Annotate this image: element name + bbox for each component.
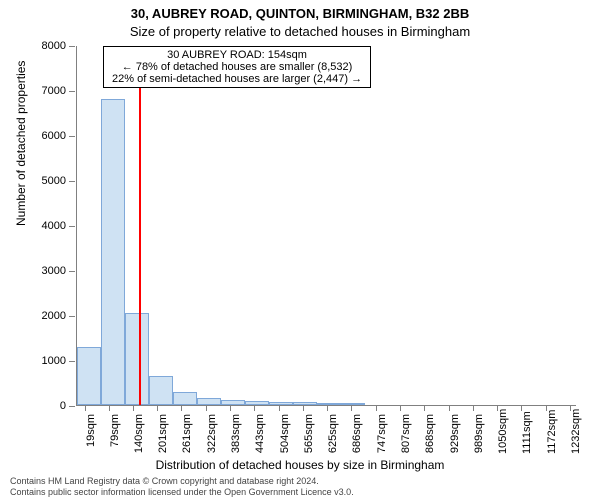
x-tick-label: 1232sqm bbox=[570, 414, 582, 454]
histogram-bar bbox=[293, 402, 317, 405]
y-tick bbox=[69, 361, 75, 362]
histogram-bar bbox=[245, 401, 269, 405]
x-tick bbox=[400, 405, 401, 411]
annotation-line-3: 22% of semi-detached houses are larger (… bbox=[112, 73, 362, 85]
x-tick-label: 79sqm bbox=[109, 414, 121, 454]
histogram-bar bbox=[341, 403, 365, 405]
footer-line-1: Contains HM Land Registry data © Crown c… bbox=[10, 476, 354, 487]
histogram-bar bbox=[173, 392, 197, 406]
x-tick bbox=[181, 405, 182, 411]
x-tick-label: 989sqm bbox=[473, 414, 485, 454]
x-tick bbox=[521, 405, 522, 411]
annotation-box: 30 AUBREY ROAD: 154sqm ← 78% of detached… bbox=[103, 46, 371, 88]
y-tick bbox=[69, 181, 75, 182]
x-tick-label: 686sqm bbox=[351, 414, 363, 454]
x-tick bbox=[351, 405, 352, 411]
histogram-bar bbox=[317, 403, 341, 405]
x-tick-label: 261sqm bbox=[181, 414, 193, 454]
annotation-line-2: ← 78% of detached houses are smaller (8,… bbox=[112, 61, 362, 73]
x-tick-label: 322sqm bbox=[206, 414, 218, 454]
y-tick bbox=[69, 271, 75, 272]
x-tick bbox=[206, 405, 207, 411]
y-tick-label: 8000 bbox=[42, 40, 66, 52]
x-tick bbox=[473, 405, 474, 411]
histogram-bar bbox=[125, 313, 149, 405]
histogram-bar bbox=[221, 400, 245, 405]
y-tick bbox=[69, 316, 75, 317]
y-tick-label: 3000 bbox=[42, 265, 66, 277]
x-axis-label: Distribution of detached houses by size … bbox=[0, 458, 600, 472]
x-tick-label: 201sqm bbox=[157, 414, 169, 454]
footer-line-2: Contains public sector information licen… bbox=[10, 487, 354, 498]
annotation-line-1: 30 AUBREY ROAD: 154sqm bbox=[112, 49, 362, 61]
chart-title-address: 30, AUBREY ROAD, QUINTON, BIRMINGHAM, B3… bbox=[0, 6, 600, 21]
footer-attribution: Contains HM Land Registry data © Crown c… bbox=[10, 476, 354, 498]
x-tick-label: 140sqm bbox=[133, 414, 145, 454]
x-tick bbox=[279, 405, 280, 411]
y-tick bbox=[69, 406, 75, 407]
histogram-bar bbox=[101, 99, 125, 405]
x-tick-label: 868sqm bbox=[424, 414, 436, 454]
x-tick bbox=[449, 405, 450, 411]
histogram-bar bbox=[77, 347, 101, 406]
property-size-histogram: 30, AUBREY ROAD, QUINTON, BIRMINGHAM, B3… bbox=[0, 0, 600, 500]
x-tick-label: 1111sqm bbox=[521, 414, 533, 454]
reference-line bbox=[139, 46, 141, 405]
x-tick-label: 19sqm bbox=[85, 414, 97, 454]
x-tick bbox=[376, 405, 377, 411]
y-tick bbox=[69, 136, 75, 137]
y-tick-label: 7000 bbox=[42, 85, 66, 97]
histogram-bar bbox=[269, 402, 293, 405]
chart-title-subtitle: Size of property relative to detached ho… bbox=[0, 24, 600, 39]
x-tick bbox=[327, 405, 328, 411]
x-tick bbox=[424, 405, 425, 411]
x-tick bbox=[157, 405, 158, 411]
x-tick-label: 807sqm bbox=[400, 414, 412, 454]
y-tick-label: 4000 bbox=[42, 220, 66, 232]
x-tick-label: 1172sqm bbox=[546, 414, 558, 454]
y-tick-label: 5000 bbox=[42, 175, 66, 187]
y-tick bbox=[69, 46, 75, 47]
x-tick-label: 929sqm bbox=[449, 414, 461, 454]
x-tick-label: 1050sqm bbox=[497, 414, 509, 454]
x-tick bbox=[85, 405, 86, 411]
x-tick-label: 383sqm bbox=[230, 414, 242, 454]
x-tick-label: 504sqm bbox=[279, 414, 291, 454]
x-tick bbox=[303, 405, 304, 411]
y-tick-label: 2000 bbox=[42, 310, 66, 322]
y-tick-label: 0 bbox=[60, 400, 66, 412]
x-tick-label: 625sqm bbox=[327, 414, 339, 454]
y-tick-label: 6000 bbox=[42, 130, 66, 142]
x-tick bbox=[254, 405, 255, 411]
y-tick-label: 1000 bbox=[42, 355, 66, 367]
x-tick bbox=[133, 405, 134, 411]
x-tick-label: 443sqm bbox=[254, 414, 266, 454]
x-tick-label: 747sqm bbox=[376, 414, 388, 454]
x-tick bbox=[230, 405, 231, 411]
y-tick bbox=[69, 91, 75, 92]
plot-area: 01000200030004000500060007000800019sqm79… bbox=[76, 46, 576, 406]
histogram-bar bbox=[149, 376, 173, 405]
y-tick bbox=[69, 226, 75, 227]
x-tick bbox=[109, 405, 110, 411]
x-tick-label: 565sqm bbox=[303, 414, 315, 454]
histogram-bar bbox=[197, 398, 221, 405]
y-axis-label: Number of detached properties bbox=[14, 61, 28, 226]
